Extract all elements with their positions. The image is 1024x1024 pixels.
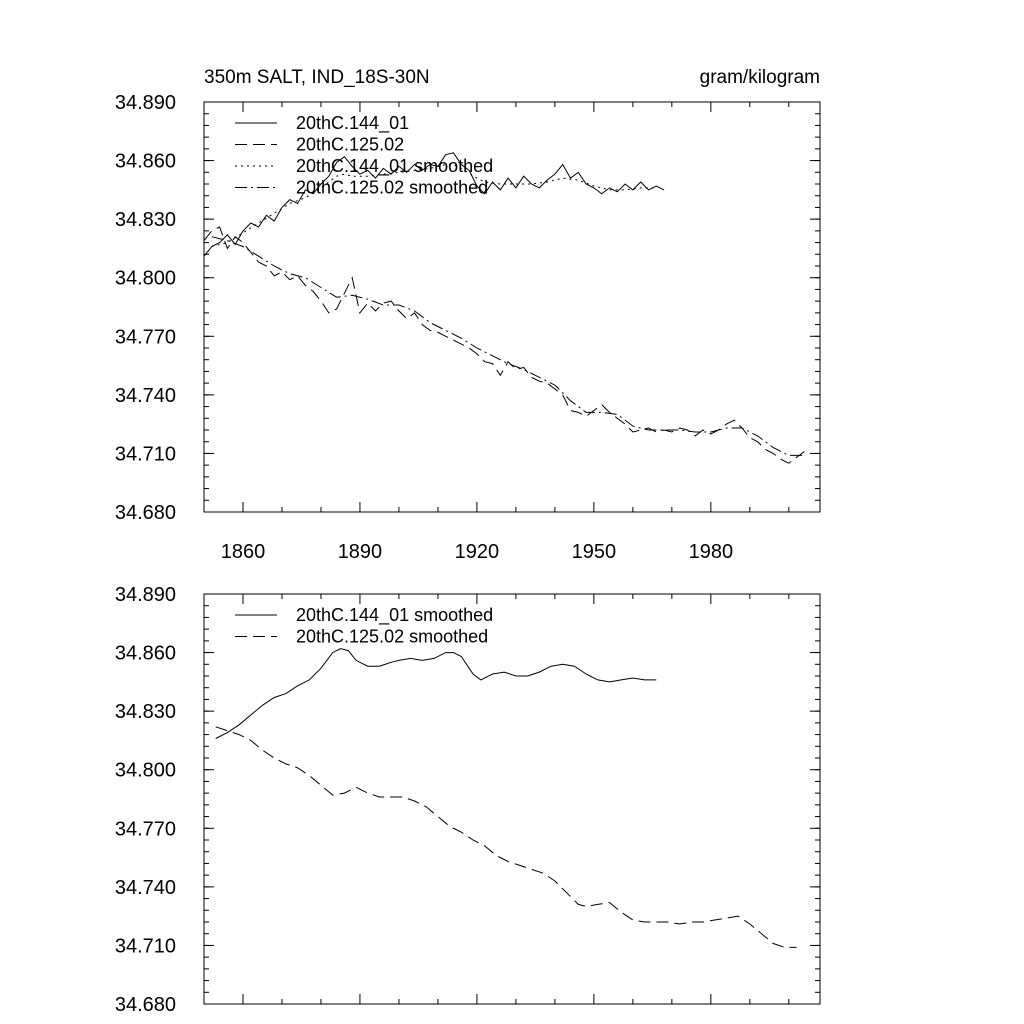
legend-label: 20thC.125.02 smoothed: [296, 178, 488, 198]
y-tick-label: 34.770: [115, 326, 176, 348]
y-tick-label: 34.740: [115, 385, 176, 407]
y-tick-label: 34.860: [115, 151, 176, 173]
series-line-2: [215, 726, 797, 948]
chart-title-left: 350m SALT, IND_18S-30N: [204, 67, 430, 88]
legend-label: 20thC.144_01: [296, 113, 409, 134]
legend-label: 20thC.125.02 smoothed: [296, 627, 488, 647]
y-tick-label: 34.710: [115, 935, 176, 957]
y-tick-label: 34.890: [115, 584, 176, 606]
y-tick-label: 34.770: [115, 818, 176, 840]
y-tick-label: 34.740: [115, 877, 176, 899]
y-tick-label: 34.830: [115, 209, 176, 231]
legend-label: 20thC.125.02: [296, 135, 404, 155]
chart-title-right: gram/kilogram: [700, 67, 820, 88]
x-tick-label: 1860: [221, 541, 266, 563]
y-tick-label: 34.710: [115, 443, 176, 465]
series-line-3: [211, 164, 657, 247]
x-tick-label: 1890: [338, 541, 383, 563]
legend-label: 20thC.144_01 smoothed: [296, 156, 493, 177]
plot-frame: [203, 101, 821, 513]
y-tick-label: 34.890: [115, 92, 176, 114]
y-tick-label: 34.800: [115, 268, 176, 290]
plot-frame: [203, 593, 821, 1005]
y-tick-label: 34.680: [115, 502, 176, 524]
y-tick-label: 34.800: [115, 760, 176, 782]
x-tick-label: 1980: [689, 541, 734, 563]
series-line-4: [211, 236, 805, 456]
legend-label: 20thC.144_01 smoothed: [296, 605, 493, 626]
x-tick-label: 1950: [572, 541, 617, 563]
y-tick-label: 34.860: [115, 643, 176, 665]
series-line-1: [215, 648, 657, 739]
bottom-panel: 34.890 34.860 34.830 34.800 34.770 34.740 34.7…: [115, 584, 821, 1016]
x-tick-label: 1920: [455, 541, 500, 563]
y-tick-label: 34.680: [115, 994, 176, 1016]
top-panel: 34.890 34.860 34.830 34.800 34.770 34.740 34.7…: [115, 92, 821, 563]
y-tick-label: 34.830: [115, 701, 176, 723]
series-line-2: [203, 226, 805, 464]
